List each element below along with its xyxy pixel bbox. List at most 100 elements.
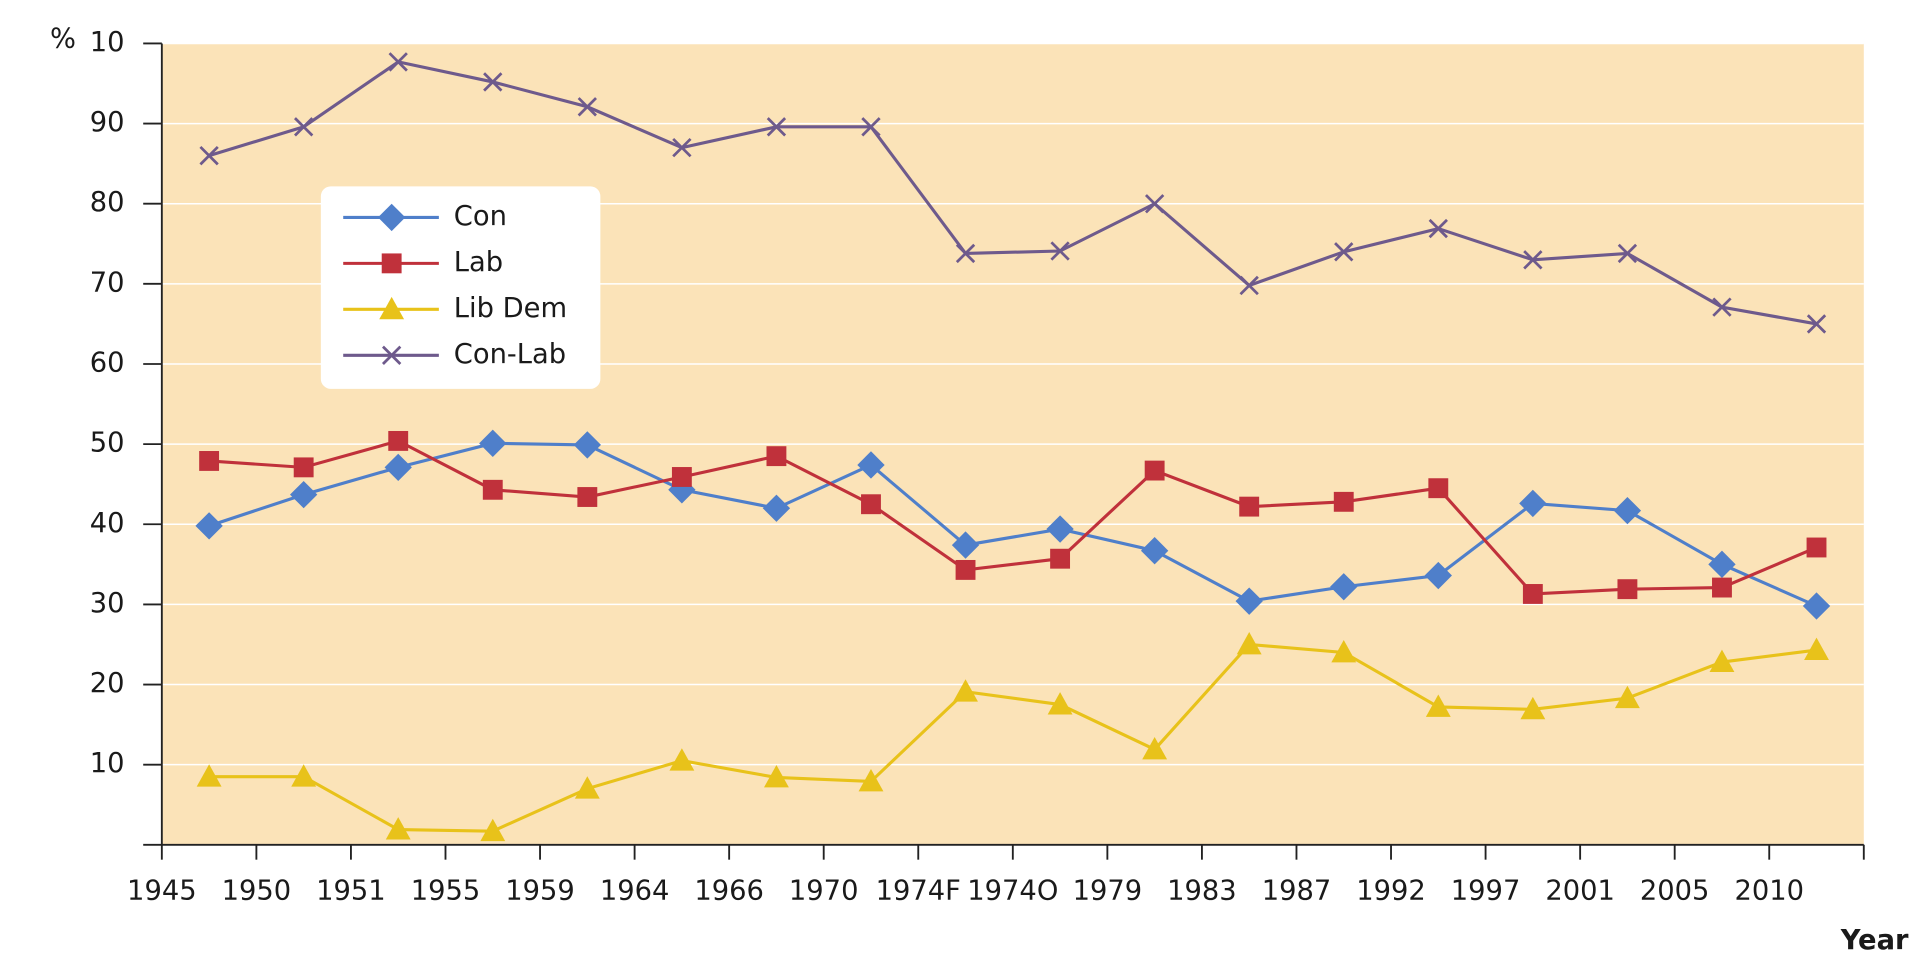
x-tick-label: 1959	[505, 875, 575, 906]
data-point	[951, 531, 980, 559]
data-point	[1617, 579, 1638, 600]
x-tick-label: 2010	[1734, 875, 1804, 906]
x-tick-label: 1966	[694, 875, 764, 906]
legend-label: Lab	[454, 247, 503, 278]
data-point	[1806, 314, 1827, 334]
data-point	[858, 769, 884, 792]
data-point	[483, 72, 503, 92]
data-point	[672, 137, 692, 158]
y-tick-label: 80	[90, 187, 125, 218]
data-point	[577, 487, 598, 507]
data-point	[479, 429, 507, 457]
y-tick-label: 10	[90, 748, 125, 779]
y-tick-label: 70	[90, 267, 125, 298]
data-point	[1522, 584, 1543, 604]
data-point	[1520, 696, 1546, 720]
data-point	[1712, 297, 1732, 317]
x-tick-label: 1974O	[967, 875, 1058, 906]
data-point	[385, 817, 411, 840]
y-tick-label: 50	[90, 428, 125, 459]
data-point	[766, 117, 787, 137]
x-tick-label: 2001	[1545, 875, 1615, 906]
x-tick-label: 1950	[222, 875, 292, 906]
data-point	[384, 453, 412, 482]
data-point	[1331, 640, 1357, 663]
data-point	[480, 818, 506, 842]
data-point	[574, 776, 600, 799]
data-point	[766, 446, 787, 467]
data-point	[1334, 242, 1354, 262]
data-point	[1142, 736, 1168, 760]
y-unit-label: %	[50, 23, 76, 54]
data-point	[955, 243, 976, 264]
x-tick-label: 1964	[600, 875, 670, 906]
data-point	[388, 430, 409, 451]
data-point	[1428, 478, 1449, 499]
y-tick-label: 40	[90, 508, 125, 539]
data-point	[861, 117, 881, 137]
legend-marker	[381, 345, 402, 365]
data-point	[671, 467, 692, 487]
data-point	[1712, 577, 1732, 598]
y-tick-label: 10	[90, 27, 125, 58]
data-point	[482, 479, 503, 500]
data-point	[857, 451, 885, 479]
data-point	[1806, 537, 1827, 558]
data-point	[293, 457, 314, 478]
data-point	[1239, 496, 1260, 517]
x-tick-label: 2005	[1640, 875, 1710, 906]
data-point	[1424, 561, 1452, 590]
data-point	[955, 559, 976, 580]
data-point	[1050, 548, 1071, 569]
y-tick-label: 60	[90, 347, 125, 378]
series-line	[209, 439, 1818, 596]
data-point	[196, 764, 222, 787]
legend-marker	[381, 253, 402, 274]
x-tick-label: 1979	[1073, 875, 1143, 906]
x-tick-label: 1983	[1167, 875, 1237, 906]
data-point	[861, 494, 881, 515]
legend-box	[320, 186, 601, 389]
data-point	[764, 765, 789, 788]
data-point	[388, 52, 408, 72]
data-point	[294, 117, 314, 137]
x-tick-label: 1951	[316, 875, 386, 906]
data-point	[199, 451, 220, 471]
data-point	[1239, 275, 1259, 296]
data-point	[1614, 685, 1640, 709]
data-point	[1708, 550, 1736, 578]
data-point	[1050, 241, 1070, 261]
legend-marker	[379, 296, 405, 320]
data-point	[1140, 537, 1169, 565]
data-point	[199, 145, 219, 166]
y-tick-label: 90	[90, 107, 125, 138]
data-point	[1617, 243, 1638, 264]
series-line	[208, 60, 1817, 326]
data-point	[953, 679, 978, 702]
series-line	[208, 441, 1818, 608]
data-point	[1709, 649, 1735, 673]
x-tick-label: 1955	[411, 875, 481, 906]
data-point	[1425, 694, 1451, 717]
data-point	[573, 431, 601, 459]
x-tick-label: 1970	[789, 875, 859, 906]
data-point	[669, 748, 695, 771]
data-point	[1428, 218, 1448, 239]
data-point	[1144, 460, 1165, 481]
data-point	[1804, 637, 1829, 660]
data-point	[1519, 489, 1547, 518]
legend-label: Con-Lab	[454, 339, 566, 370]
data-point	[1144, 194, 1165, 214]
x-tick-label: 1992	[1356, 875, 1426, 906]
x-tick-label: 1945	[127, 875, 197, 906]
x-tick-label: 1997	[1451, 875, 1521, 906]
series-line	[209, 642, 1817, 833]
data-point	[577, 97, 597, 117]
data-point	[289, 480, 318, 509]
x-tick-label: 1987	[1262, 875, 1332, 906]
data-point	[291, 764, 317, 787]
legend-label: Con	[454, 201, 507, 232]
data-point	[1523, 250, 1543, 270]
